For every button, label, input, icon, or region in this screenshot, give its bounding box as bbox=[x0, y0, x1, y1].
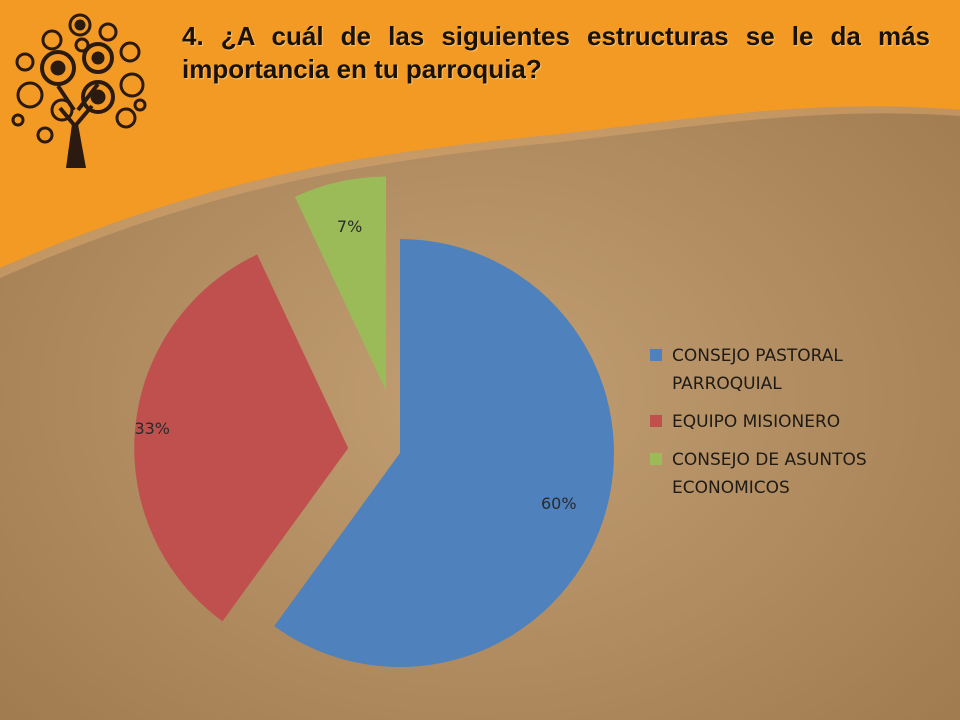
slice-consejo-economico bbox=[294, 176, 387, 391]
legend-item-equipo-misionero: EQUIPO MISIONERO bbox=[650, 408, 920, 436]
legend-swatch bbox=[650, 453, 662, 465]
page-title: 4. ¿A cuál de las siguientes estructuras… bbox=[182, 21, 930, 84]
legend-label: EQUIPO MISIONERO bbox=[672, 412, 841, 432]
data-label: 33% bbox=[134, 419, 170, 438]
gear-tree-logo-icon bbox=[11, 13, 147, 168]
legend-swatch bbox=[650, 349, 662, 361]
header-banner bbox=[0, 0, 960, 268]
legend-swatch bbox=[650, 415, 662, 427]
legend-item-consejo-economico: CONSEJO DE ASUNTOS ECONOMICOS bbox=[650, 446, 920, 502]
chart-legend: CONSEJO PASTORAL PARROQUIAL EQUIPO MISIO… bbox=[650, 342, 920, 502]
slice-equipo-misionero bbox=[134, 254, 349, 622]
legend-label: CONSEJO PASTORAL PARROQUIAL bbox=[672, 346, 843, 394]
slice-consejo-pastoral bbox=[274, 239, 615, 667]
pie-chart: 60% 33% 7% bbox=[134, 176, 615, 667]
data-label: 7% bbox=[337, 217, 362, 236]
legend-item-consejo-pastoral: CONSEJO PASTORAL PARROQUIAL bbox=[650, 342, 920, 398]
legend-label: CONSEJO DE ASUNTOS ECONOMICOS bbox=[672, 450, 867, 498]
data-label: 60% bbox=[541, 494, 577, 513]
